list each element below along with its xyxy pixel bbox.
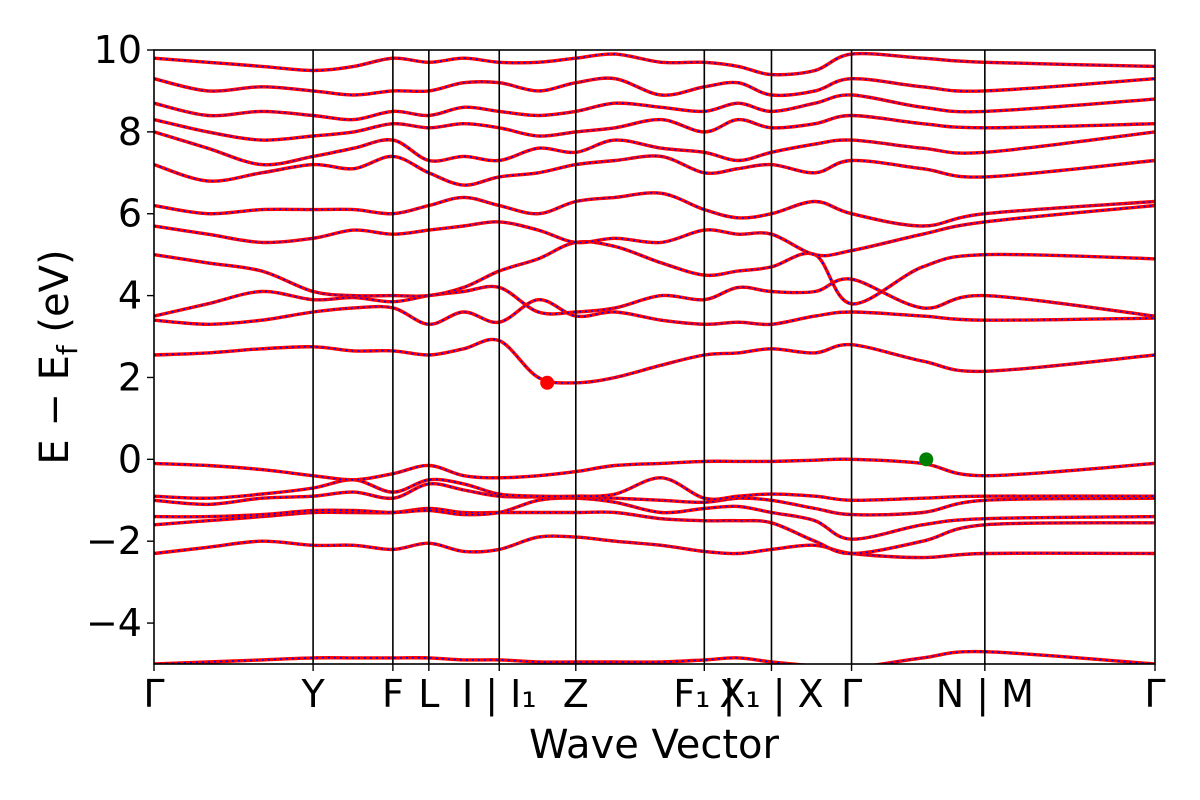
y-tick-label-2: 0 bbox=[118, 437, 142, 481]
x-tick-label-7: X₁ | X bbox=[719, 672, 823, 717]
band-line-9 bbox=[154, 239, 1155, 306]
y-tick-label-1: −2 bbox=[86, 519, 142, 563]
band-line-15 bbox=[154, 93, 1155, 122]
band-line-4 bbox=[154, 476, 1155, 503]
band-line-18 bbox=[154, 649, 1155, 664]
band-line-1 bbox=[154, 506, 1155, 556]
x-tick-label-3: L bbox=[418, 672, 439, 716]
y-tick-label-7: 10 bbox=[94, 28, 142, 72]
band-line-6 bbox=[154, 337, 1155, 385]
band-line-7 bbox=[154, 298, 1155, 327]
band-line-17 bbox=[154, 51, 1155, 77]
plot-frame bbox=[153, 49, 1156, 665]
x-tick-label-9: N | M bbox=[936, 672, 1034, 717]
y-tick-label-3: 2 bbox=[118, 355, 142, 399]
x-tick-label-10: Γ bbox=[1144, 672, 1165, 716]
x-tick-label-0: Γ bbox=[143, 672, 164, 716]
band-overlay-16 bbox=[154, 77, 1155, 97]
x-axis-label: Wave Vector bbox=[529, 722, 780, 768]
band-overlay-1 bbox=[154, 507, 1155, 555]
y-axis-label: E − Ef (eV) bbox=[32, 249, 84, 464]
x-tick-label-8: Γ bbox=[841, 672, 862, 716]
y-axis-ticks: −4 −2 0 2 4 6 8 10 bbox=[86, 28, 154, 645]
x-tick-label-2: F bbox=[382, 672, 404, 716]
bands-layer bbox=[154, 51, 1155, 664]
band-line-5 bbox=[154, 457, 1155, 482]
y-tick-label-4: 4 bbox=[118, 274, 142, 318]
band-line-12 bbox=[154, 154, 1155, 187]
band-overlay-0 bbox=[154, 535, 1155, 559]
x-tick-label-4: I | I₁ bbox=[462, 672, 537, 717]
band-line-13 bbox=[154, 130, 1155, 167]
x-tick-label-1: Y bbox=[300, 672, 325, 716]
band-overlay-6 bbox=[154, 338, 1155, 384]
band-line-0 bbox=[154, 534, 1155, 560]
band-line-16 bbox=[154, 76, 1155, 98]
extrema-markers bbox=[540, 375, 934, 467]
band-overlay-14 bbox=[154, 114, 1155, 141]
y-tick-label-5: 6 bbox=[118, 192, 142, 236]
kpoint-lines bbox=[312, 50, 986, 664]
x-tick-label-5: Z bbox=[563, 672, 589, 716]
y-tick-label-6: 8 bbox=[118, 110, 142, 154]
band-overlay-12 bbox=[154, 155, 1155, 186]
band-overlay-3 bbox=[154, 482, 1155, 516]
band-line-8 bbox=[154, 277, 1155, 318]
band-overlay-15 bbox=[154, 94, 1155, 121]
y-tick-label-0: −4 bbox=[86, 601, 142, 645]
band-line-11 bbox=[154, 191, 1155, 228]
band-overlay-10 bbox=[154, 204, 1155, 257]
band-overlay-9 bbox=[154, 240, 1155, 305]
cbm-marker bbox=[540, 375, 555, 390]
x-tick-label-6: F₁ | bbox=[673, 672, 735, 717]
vbm-marker bbox=[919, 452, 934, 467]
